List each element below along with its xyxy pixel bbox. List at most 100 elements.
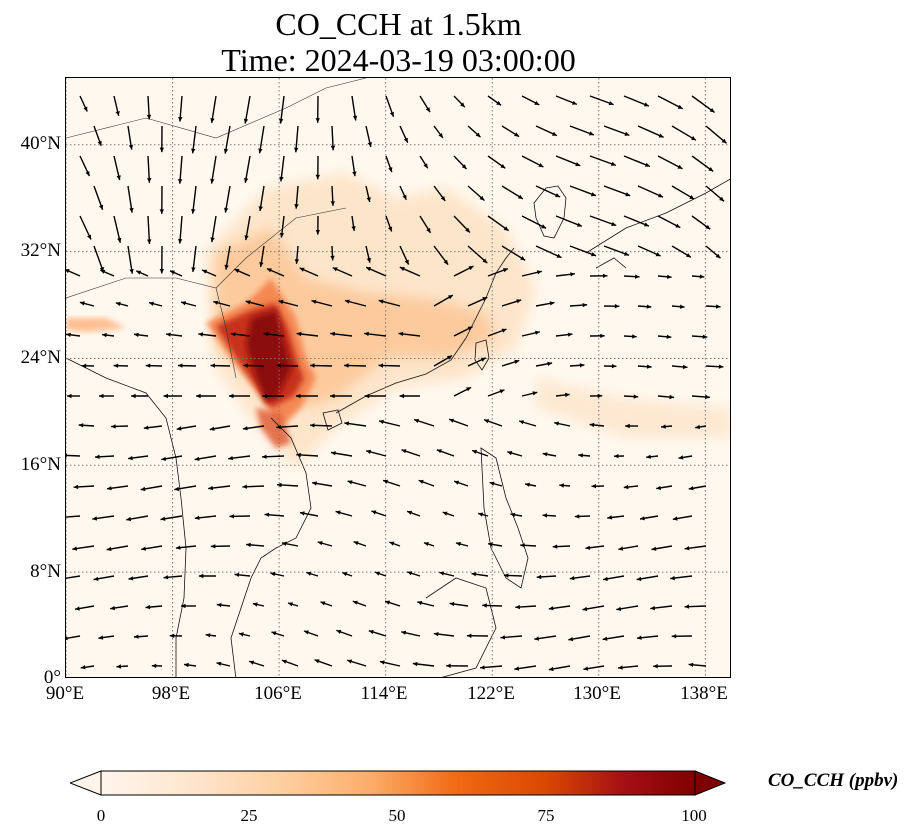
wind-arrow [467,245,488,264]
wind-arrow [113,215,122,243]
wind-arrow [178,215,183,244]
wind-arrow [542,452,557,457]
wind-arrow [636,635,659,640]
wind-arrow [140,485,163,492]
wind-arrow [453,325,473,337]
wind-arrow [330,185,335,206]
wind-arrow [163,393,182,399]
wind-arrow [228,455,251,461]
wind-arrow [555,95,578,106]
map-title: CO_CCH at 1.5km [275,6,522,42]
wind-arrow [252,602,265,607]
wind-arrow [127,245,134,274]
wind-arrow [180,301,197,307]
map-panel [65,77,731,678]
colorbar-tick-label: 25 [240,806,258,825]
wind-arrow [385,215,393,232]
wind-arrow [569,185,597,197]
wind-arrow [623,274,640,279]
wind-arrow [487,215,510,232]
wind-arrow [521,391,538,397]
wind-arrow [209,425,231,431]
wind-arrow [365,185,371,203]
lon-tick-label: 90°E [45,683,85,704]
wind-arrow [258,185,265,212]
lon-tick-label: 98°E [151,683,191,704]
wind-arrow [344,363,367,368]
wind-arrow [131,393,148,399]
wind-arrow [555,272,575,277]
lon-tick-label: 106°E [254,683,302,704]
wind-arrow [613,453,625,459]
wind-arrow [521,270,542,277]
wind-arrow [365,125,372,148]
wind-arrow [467,357,487,367]
wind-arrow [159,125,164,153]
wind-arrow [342,571,353,577]
wind-arrow [311,299,333,307]
wind-arrow [691,274,705,279]
wind-arrow [618,665,639,670]
wind-arrow [521,95,540,106]
wind-arrow [234,572,251,577]
wind-arrow [501,185,524,200]
wind-arrow [603,304,620,309]
wind-arrow [243,95,251,124]
wind-arrow [246,542,265,547]
wind-arrow [191,125,197,154]
wind-arrow [151,663,163,668]
wind-arrow [568,635,591,642]
wind-arrow [201,269,217,277]
wind-arrow [548,665,571,672]
wind-arrow [637,364,652,369]
wind-arrow [623,95,650,107]
wind-arrow [194,515,217,520]
wind-arrow [651,545,673,551]
wind-arrow [705,364,724,369]
wind-arrow [210,544,231,549]
wind-arrow [453,265,474,277]
wind-arrow [371,510,387,517]
wind-arrow [93,245,105,273]
wind-arrow [364,331,387,337]
wind-arrow [147,215,152,245]
wind-arrow [623,155,651,168]
wind-arrow [542,513,557,518]
wind-arrow [678,455,693,460]
plume-east-band [536,378,730,438]
wind-arrow [399,393,420,399]
wind-arrow [93,575,115,581]
wind-arrow [399,125,409,143]
wind-arrow [346,659,367,667]
wind-arrow [671,634,693,639]
wind-arrow [178,95,183,122]
wind-arrow [223,125,231,154]
wind-arrow [169,633,183,638]
wind-arrow [163,575,183,580]
wind-arrow [503,573,523,578]
wind-arrow [535,125,558,137]
wind-arrow [66,332,81,337]
wind-arrow [657,394,675,400]
wind-arrow [281,659,299,667]
wind-arrow [242,425,265,431]
wind-arrow [210,215,217,243]
wind-arrow [315,95,320,123]
wind-arrow [66,453,81,458]
wind-arrow [385,95,395,118]
wind-arrow [66,635,81,641]
wind-arrow [378,363,401,368]
wind-arrow [296,393,318,399]
wind-arrow [276,363,299,368]
wind-arrow [330,245,335,261]
wind-arrow [520,543,537,548]
wind-arrow [433,294,454,307]
wind-arrow [216,661,231,667]
wind-arrow [535,361,553,367]
wind-arrow [353,541,367,547]
wind-arrow [113,95,120,117]
wind-arrow [287,602,299,607]
wind-arrow [213,300,231,307]
wind-arrow [259,245,265,268]
wind-arrow [399,266,421,277]
